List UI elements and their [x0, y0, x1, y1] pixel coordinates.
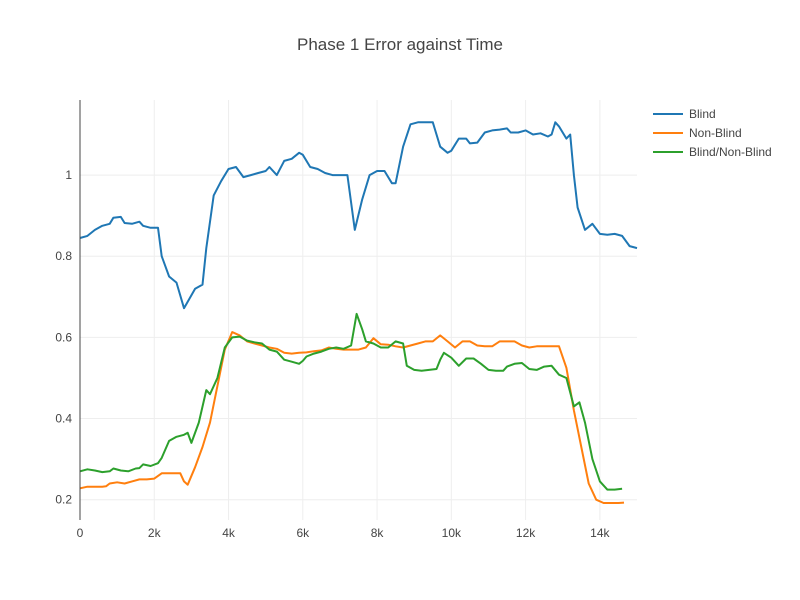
axes: 0.2 0.4 0.6 0.8 1 0 2k 4k 6k 8k 10k 12k 14k [55, 100, 611, 540]
legend-item[interactable]: Non-Blind [653, 126, 742, 140]
legend-item[interactable]: Blind/Non-Blind [653, 145, 772, 159]
y-tick-label: 1 [65, 168, 72, 182]
x-tick-label: 4k [222, 526, 236, 540]
x-tick-label: 2k [148, 526, 162, 540]
series-line-blind [79, 121, 638, 310]
legend-item[interactable]: Blind [653, 107, 716, 121]
series-line-non-blind [79, 331, 625, 504]
x-tick-label: 12k [516, 526, 536, 540]
series-line-blind-non-blind [79, 312, 623, 491]
grid-lines [80, 100, 637, 520]
y-tick-label: 0.8 [55, 249, 72, 263]
legend[interactable]: Blind Non-Blind Blind/Non-Blind [653, 107, 772, 159]
y-tick-label: 0.2 [55, 493, 72, 507]
x-tick-label: 6k [296, 526, 310, 540]
x-tick-label: 0 [77, 526, 84, 540]
legend-label: Blind/Non-Blind [689, 145, 772, 159]
x-tick-label: 14k [590, 526, 610, 540]
x-tick-label: 10k [442, 526, 462, 540]
x-tick-label: 8k [371, 526, 385, 540]
y-tick-label: 0.4 [55, 412, 72, 426]
series-lines [79, 121, 638, 504]
y-tick-label: 0.6 [55, 330, 72, 344]
chart-title: Phase 1 Error against Time [297, 35, 503, 54]
legend-label: Blind [689, 107, 716, 121]
legend-label: Non-Blind [689, 126, 742, 140]
